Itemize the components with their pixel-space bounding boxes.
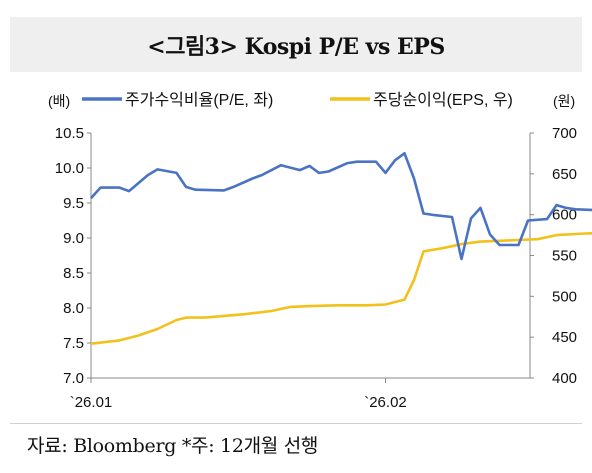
left-tick-label: 7.0: [63, 370, 84, 387]
right-tick-label: 400: [552, 370, 577, 387]
left-tick-label: 8.0: [63, 300, 84, 317]
source-note: 자료: Bloomberg *주: 12개월 선행: [27, 435, 319, 457]
left-tick-label: 10.5: [55, 125, 84, 142]
right-tick-label: 450: [552, 329, 577, 346]
left-axis-unit-label: (배): [48, 93, 70, 109]
right-tick-label: 550: [552, 248, 577, 265]
x-tick-label: `26.02: [364, 394, 407, 411]
right-tick-label: 500: [552, 288, 577, 305]
right-tick-label: 650: [552, 166, 577, 183]
chart-title: <그림3> Kospi P/E vs EPS: [147, 33, 445, 60]
legend-label-pe: 주가수익비율(P/E, 좌): [125, 91, 273, 109]
left-tick-label: 10.0: [55, 160, 84, 177]
right-axis-unit-label: (원): [553, 93, 575, 109]
divider: [10, 423, 582, 424]
right-tick-label: 700: [552, 125, 577, 142]
dual-axis-line-chart: 7.0 7.5 8.0 8.5 9.0 9.5 10.0 10.5 400 450 500 550 60…: [48, 91, 592, 411]
right-tick-label: 600: [552, 207, 577, 224]
x-tick-label: `26.01: [70, 394, 113, 411]
left-tick-label: 8.5: [63, 265, 84, 282]
left-tick-label: 7.5: [63, 335, 84, 352]
series-line-pe: [90, 152, 592, 261]
chart-title-bar: <그림3> Kospi P/E vs EPS: [10, 17, 582, 72]
series-line-eps: [90, 231, 592, 345]
left-tick-label: 9.0: [63, 230, 84, 247]
legend-label-eps: 주당순이익(EPS, 우): [373, 91, 513, 109]
left-tick-label: 9.5: [63, 195, 84, 212]
